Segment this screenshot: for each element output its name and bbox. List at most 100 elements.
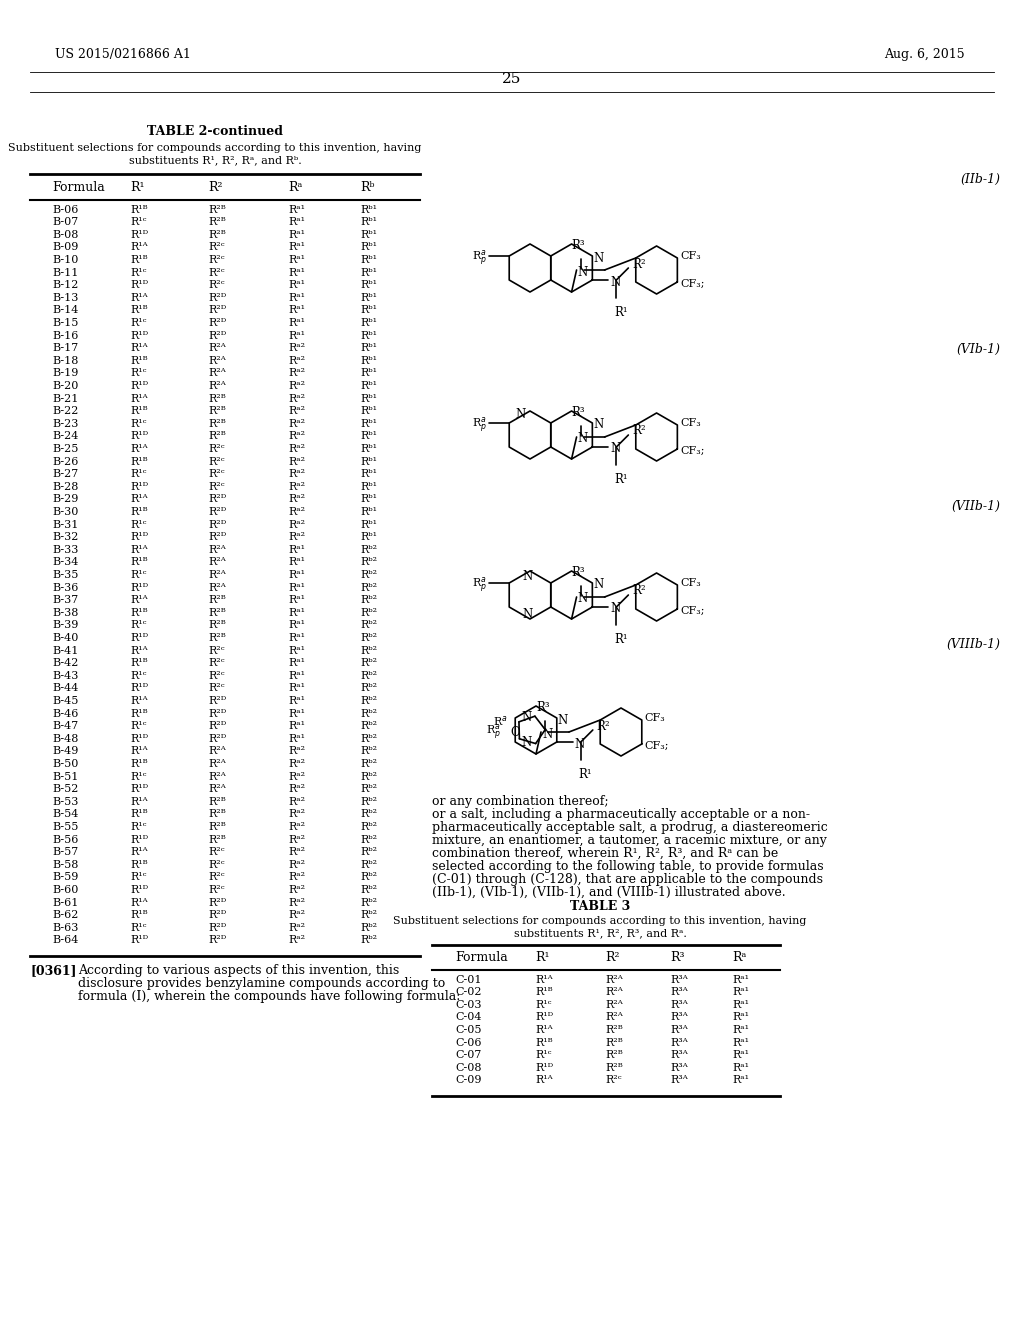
Text: R²: R² — [208, 181, 222, 194]
Text: B-61: B-61 — [52, 898, 79, 908]
Text: B-36: B-36 — [52, 582, 79, 593]
Text: Rᵇ²: Rᵇ² — [360, 684, 377, 693]
Text: N: N — [516, 408, 526, 421]
Text: Rᵃ¹: Rᵃ¹ — [288, 684, 305, 693]
Text: Rᵃ²: Rᵃ² — [288, 859, 305, 870]
Text: R³: R³ — [537, 701, 550, 714]
Text: R²ᴰ: R²ᴰ — [208, 936, 226, 945]
Text: R¹ᴰ: R¹ᴰ — [130, 381, 148, 391]
Text: R¹: R¹ — [614, 634, 628, 645]
Text: R²ᴬ: R²ᴬ — [605, 987, 623, 997]
Text: B-13: B-13 — [52, 293, 79, 302]
Text: US 2015/0216866 A1: US 2015/0216866 A1 — [55, 48, 190, 61]
Text: R¹ᴬ: R¹ᴬ — [535, 1026, 553, 1035]
Text: B-38: B-38 — [52, 607, 79, 618]
Text: R¹: R¹ — [614, 473, 628, 486]
Text: B-27: B-27 — [52, 469, 78, 479]
Text: R¹ᴬ: R¹ᴬ — [130, 847, 147, 857]
Text: B-32: B-32 — [52, 532, 79, 543]
Text: Rᵇ¹: Rᵇ¹ — [360, 393, 377, 404]
Text: Rᵃ¹: Rᵃ¹ — [288, 595, 305, 605]
Text: Rᵇ²: Rᵇ² — [360, 595, 377, 605]
Text: Rᵇ²: Rᵇ² — [360, 911, 377, 920]
Text: R²ᴰ: R²ᴰ — [208, 721, 226, 731]
Text: R¹ᶜ: R¹ᶜ — [130, 218, 146, 227]
Text: B-50: B-50 — [52, 759, 79, 770]
Text: B-59: B-59 — [52, 873, 79, 882]
Text: R²ᴮ: R²ᴮ — [208, 822, 225, 832]
Text: R¹ᴰ: R¹ᴰ — [130, 834, 148, 845]
Text: 25: 25 — [503, 73, 521, 86]
Text: N: N — [542, 727, 552, 741]
Text: R¹ᶜ: R¹ᶜ — [130, 873, 146, 882]
Text: R²ᶜ: R²ᶜ — [208, 884, 224, 895]
Text: Rᵃ²: Rᵃ² — [288, 759, 305, 770]
Text: Rᵃ²: Rᵃ² — [288, 469, 305, 479]
Text: R²ᴬ: R²ᴬ — [208, 772, 225, 781]
Text: R¹ᴮ: R¹ᴮ — [130, 255, 147, 265]
Text: R¹ᴰ: R¹ᴰ — [130, 784, 148, 795]
Text: B-25: B-25 — [52, 444, 79, 454]
Text: N: N — [593, 252, 603, 264]
Text: R¹ᴬ: R¹ᴬ — [130, 343, 147, 354]
Text: R²ᶜ: R²ᶜ — [208, 280, 224, 290]
Text: B-06: B-06 — [52, 205, 79, 215]
Text: R¹ᴬ: R¹ᴬ — [130, 243, 147, 252]
Text: B-40: B-40 — [52, 634, 79, 643]
Text: Rᵃ²: Rᵃ² — [288, 873, 305, 882]
Text: R²ᶜ: R²ᶜ — [208, 873, 224, 882]
Text: combination thereof, wherein R¹, R², R³, and Rᵃ can be: combination thereof, wherein R¹, R², R³,… — [432, 847, 778, 861]
Text: R²ᴰ: R²ᴰ — [208, 734, 226, 743]
Text: Rᵃ²: Rᵃ² — [288, 884, 305, 895]
Text: Rᵃ¹: Rᵃ¹ — [288, 280, 305, 290]
Text: B-22: B-22 — [52, 407, 79, 416]
Text: CF₃: CF₃ — [680, 578, 701, 587]
Text: R¹ᶜ: R¹ᶜ — [130, 822, 146, 832]
Text: Rᵇ²: Rᵇ² — [360, 645, 377, 656]
Text: R¹ᶜ: R¹ᶜ — [130, 368, 146, 379]
Text: B-42: B-42 — [52, 659, 79, 668]
Text: Rᵇ²: Rᵇ² — [360, 545, 377, 554]
Text: Rᵇ¹: Rᵇ¹ — [360, 482, 377, 492]
Text: Rᵃ²: Rᵃ² — [288, 834, 305, 845]
Text: N: N — [593, 418, 603, 432]
Text: R²: R² — [605, 950, 620, 964]
Text: Rᵇ²: Rᵇ² — [360, 847, 377, 857]
Text: Rᵃ¹: Rᵃ¹ — [288, 634, 305, 643]
Text: Rᵃ²: Rᵃ² — [288, 936, 305, 945]
Text: Rᵃ¹: Rᵃ¹ — [288, 645, 305, 656]
Text: B-63: B-63 — [52, 923, 79, 933]
Text: Rᵃ¹: Rᵃ¹ — [288, 734, 305, 743]
Text: R²ᴮ: R²ᴮ — [208, 834, 225, 845]
Text: R¹ᴮ: R¹ᴮ — [130, 557, 147, 568]
Text: R²ᴰ: R²ᴰ — [208, 532, 226, 543]
Text: mixture, an enantiomer, a tautomer, a racemic mixture, or any: mixture, an enantiomer, a tautomer, a ra… — [432, 834, 826, 847]
Text: R¹ᴬ: R¹ᴬ — [130, 495, 147, 504]
Text: R²ᶜ: R²ᶜ — [208, 457, 224, 466]
Text: R¹ᶜ: R¹ᶜ — [535, 999, 552, 1010]
Text: Rᵇ¹: Rᵇ¹ — [360, 444, 377, 454]
Text: N: N — [610, 442, 621, 455]
Text: B-62: B-62 — [52, 911, 79, 920]
Text: R¹ᶜ: R¹ᶜ — [130, 671, 146, 681]
Text: B-12: B-12 — [52, 280, 79, 290]
Text: [0361]: [0361] — [30, 964, 77, 977]
Text: B-48: B-48 — [52, 734, 79, 743]
Text: Rᵃ¹: Rᵃ¹ — [288, 255, 305, 265]
Text: R²ᴬ: R²ᴬ — [208, 570, 225, 579]
Text: Rᵇ²: Rᵇ² — [360, 797, 377, 807]
Text: R²ᴬ: R²ᴬ — [208, 582, 225, 593]
Text: R¹ᶜ: R¹ᶜ — [130, 923, 146, 933]
Text: Rᵇ¹: Rᵇ¹ — [360, 469, 377, 479]
Text: Rᵇ²: Rᵇ² — [360, 834, 377, 845]
Text: CF₃: CF₃ — [645, 713, 666, 723]
Text: R¹ᴮ: R¹ᴮ — [535, 987, 553, 997]
Text: Rᵃ²: Rᵃ² — [288, 356, 305, 366]
Text: Rᵇ²: Rᵇ² — [360, 634, 377, 643]
Text: B-60: B-60 — [52, 884, 79, 895]
Text: CF₃: CF₃ — [680, 251, 701, 261]
Text: Rᵃ²: Rᵃ² — [288, 911, 305, 920]
Text: R²ᴮ: R²ᴮ — [605, 1038, 623, 1048]
Text: Rᵇ¹: Rᵇ¹ — [360, 507, 377, 517]
Text: B-52: B-52 — [52, 784, 79, 795]
